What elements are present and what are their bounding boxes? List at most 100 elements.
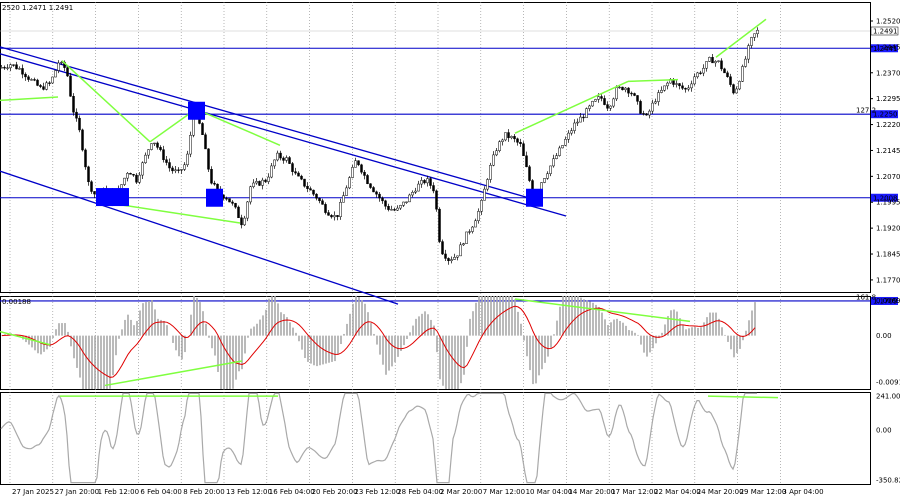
fib-label-127.2: 127.2 (856, 107, 876, 115)
level-badge-1.1709 (871, 296, 898, 305)
candle-body (177, 169, 180, 171)
price-tick-label-11: 1.1770 (876, 276, 900, 284)
candle-body (399, 205, 402, 209)
candle-body (381, 197, 384, 202)
candle-body (405, 201, 408, 203)
candle-body (69, 75, 72, 97)
candle-body (753, 33, 756, 38)
candle-body (384, 200, 387, 207)
candle-body (747, 45, 750, 60)
candle-body (600, 96, 603, 99)
x-tick-label-4: 8 Feb 20:00 (183, 488, 224, 496)
candle-body (378, 193, 381, 199)
candle-body (387, 206, 390, 210)
candle-body (489, 164, 492, 180)
candle-body (330, 215, 333, 218)
x-tick-label-10: 2 Mar 20:00 (440, 488, 482, 496)
candle-body (357, 160, 360, 166)
candle-body (678, 83, 681, 87)
candle-body (426, 178, 429, 184)
level-badge-1.2250 (871, 110, 898, 119)
candle-body (627, 87, 630, 94)
candle-body (435, 190, 438, 210)
signal-marker-5 (526, 188, 543, 207)
macd-divergence-3 (514, 298, 691, 323)
candle-body (339, 202, 342, 217)
channel-line-2 (0, 170, 399, 305)
candle-body (693, 76, 696, 85)
x-tick-label-12: 10 Mar 04:00 (526, 488, 573, 496)
candle-body (327, 212, 330, 216)
level-label-1.1709: 1.1709 (873, 297, 898, 305)
candle-body (708, 57, 711, 62)
candle-body (621, 86, 624, 91)
candle-body (87, 166, 90, 183)
candle-body (33, 79, 36, 81)
candle-body (342, 195, 345, 203)
candle-body (249, 186, 252, 203)
channel-line-3 (0, 46, 539, 202)
x-tick-label-1: 27 Jan 20:00 (55, 488, 99, 496)
candle-body (624, 87, 627, 91)
candle-body (270, 165, 273, 178)
candle-body (132, 174, 135, 176)
candle-body (549, 165, 552, 174)
candle-body (438, 208, 441, 242)
price-tick-label-7: 1.2070 (876, 173, 900, 181)
candle-body (225, 198, 228, 200)
candle-body (648, 110, 651, 116)
price-tick-label-2: 1.2445 (876, 43, 900, 51)
candle-body (447, 258, 450, 262)
candle-body (264, 179, 267, 182)
candle-body (372, 187, 375, 193)
candle-body (186, 153, 189, 166)
candle-body (480, 200, 483, 212)
candle-body (615, 87, 618, 100)
candle-body (258, 181, 261, 186)
candle-body (267, 176, 270, 182)
candle-body (288, 157, 291, 164)
cci-tick-label-2: -350.822 (876, 476, 900, 484)
candle-body (312, 189, 315, 195)
candle-body (321, 200, 324, 205)
candle-body (552, 158, 555, 167)
candle-body (543, 178, 546, 183)
candle-body (162, 149, 165, 160)
panel-frame-1 (0, 2, 871, 293)
candle-body (90, 181, 93, 192)
fib-label-161.8: 161.8 (856, 293, 876, 301)
candle-body (594, 99, 597, 102)
candle-body (576, 121, 579, 124)
candle-body (207, 148, 210, 170)
candle-body (168, 162, 171, 169)
signal-marker-4 (206, 188, 223, 207)
candle-body (240, 217, 243, 226)
candle-body (597, 96, 600, 100)
current-price-label: 1.2491 (873, 28, 898, 36)
candle-body (282, 157, 285, 161)
candle-body (564, 138, 567, 146)
candle-body (213, 182, 216, 185)
candle-body (252, 182, 255, 188)
signal-marker-1 (96, 188, 113, 207)
candle-body (300, 175, 303, 180)
candle-body (699, 72, 702, 74)
x-tick-label-5: 13 Feb 12:00 (226, 488, 272, 496)
price-tick-label-4: 1.2295 (876, 95, 900, 103)
divergence-line-4 (195, 108, 281, 146)
candle-body (459, 244, 462, 257)
candle-body (645, 113, 648, 116)
candle-body (84, 149, 87, 168)
level-badge-1.2441 (871, 44, 898, 53)
candle-body (0, 67, 3, 69)
candle-body (72, 96, 75, 113)
candle-body (651, 102, 654, 112)
x-tick-label-2: 1 Feb 12:00 (98, 488, 139, 496)
candle-body (201, 123, 204, 135)
candle-body (78, 117, 81, 131)
candle-body (150, 143, 153, 150)
candle-body (243, 217, 246, 226)
candle-body (141, 162, 144, 176)
